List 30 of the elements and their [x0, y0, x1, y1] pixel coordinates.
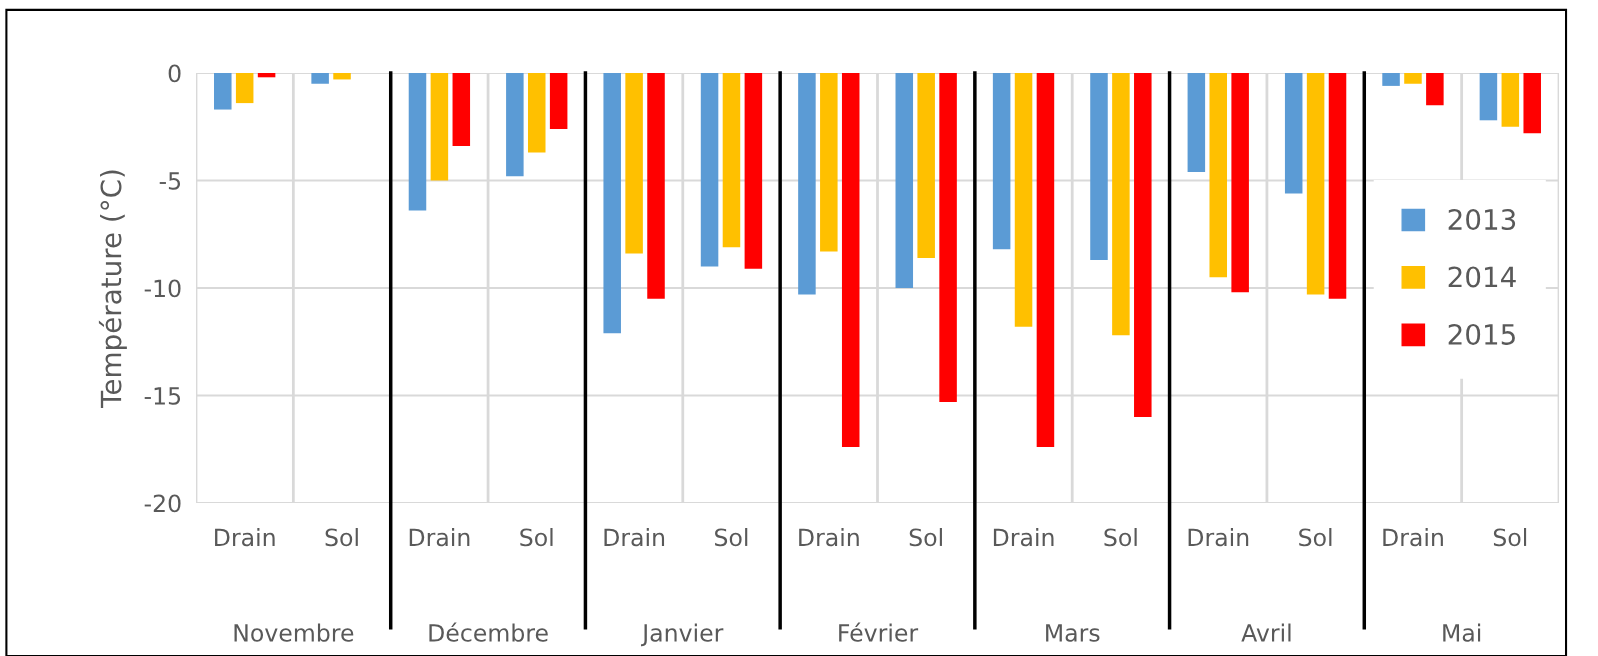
x-tick-label: Sol — [1104, 528, 1137, 547]
x-tick-label: Sol — [909, 528, 942, 547]
text: Mars — [1046, 624, 1100, 642]
x-tick-label: Sol — [520, 528, 553, 547]
x-tick-label: Drain — [409, 528, 470, 547]
text: Mai — [1443, 623, 1481, 642]
y-tick-label: -15 — [144, 387, 181, 405]
legend-label: 2014 — [1448, 266, 1516, 288]
y-tick-label: -20 — [144, 494, 181, 513]
x-tick-label: Drain — [215, 528, 275, 547]
text: Avril — [1241, 623, 1291, 642]
y-tick-label: -5 — [159, 172, 181, 190]
y-axis-title: Température (°C) — [98, 170, 127, 408]
legend-label: 2013 — [1448, 209, 1516, 231]
y-tick-label: 0 — [168, 64, 181, 83]
text: Novembre — [234, 623, 354, 642]
x-tick-label: Sol — [715, 528, 748, 547]
legend-label: 2015 — [1448, 323, 1515, 345]
text: Février — [839, 622, 919, 642]
x-tick-label: Drain — [1188, 528, 1249, 547]
x-tick-label: Drain — [799, 528, 859, 547]
x-tick-label: Drain — [604, 528, 665, 547]
x-tick-label: Sol — [325, 528, 358, 547]
x-tick-label: Sol — [1493, 528, 1527, 547]
x-tick-label: Sol — [1299, 528, 1332, 547]
text: Janvier — [640, 623, 724, 647]
text: Décembre — [429, 622, 548, 642]
x-tick-label: Drain — [1383, 528, 1443, 547]
y-tick-label: -10 — [144, 279, 181, 298]
x-tick-label: Drain — [993, 528, 1054, 547]
